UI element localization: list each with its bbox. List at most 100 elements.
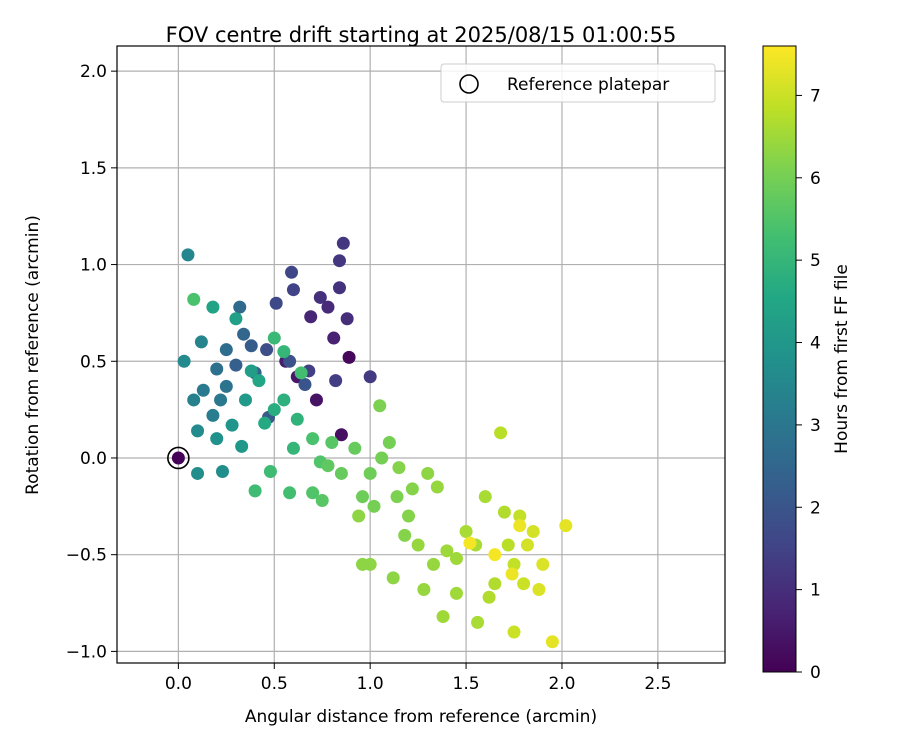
data-point [206,300,220,314]
data-point [219,343,233,357]
data-point [187,393,201,407]
data-point [313,290,327,304]
colorbar-ticks: 0 1 2 3 4 5 6 7 [796,86,821,683]
data-point [258,416,272,430]
data-point [507,625,521,639]
data-point [187,292,201,306]
grid-lines [117,46,725,663]
data-point [177,354,191,368]
data-point [298,377,312,391]
data-point [315,494,329,508]
data-point [507,557,521,571]
data-point [306,432,320,446]
data-point [269,296,283,310]
colorbar-tick-label: 4 [810,334,821,354]
data-point [340,312,354,326]
data-point [237,327,251,341]
data-point [229,358,243,372]
x-tick-label: 0.5 [261,674,288,694]
data-point [219,379,233,393]
y-axis-ticks: −1.0 −0.5 0.0 0.5 1.0 1.5 2.0 [66,62,117,662]
data-point [194,335,208,349]
data-point [421,466,435,480]
data-point [392,461,406,475]
y-axis-label: Rotation from reference (arcmin) [23,215,43,495]
data-point [505,567,519,581]
data-point [321,300,335,314]
data-point [501,538,515,552]
data-point [248,484,262,498]
data-point [286,441,300,455]
y-tick-label: −0.5 [66,546,107,566]
data-point [559,519,573,533]
data-point [327,331,341,345]
data-point [411,538,425,552]
data-point [398,528,412,542]
colorbar-tick-label: 1 [810,581,821,601]
data-point [463,536,477,550]
data-point [488,577,502,591]
data-point [267,403,281,417]
legend-entry-reference-platepar: Reference platepar [507,75,669,95]
data-point [210,432,224,446]
data-point [332,281,346,295]
data-point [285,265,299,279]
data-point [526,524,540,538]
data-point [336,236,350,250]
data-point [239,393,253,407]
colorbar-tick-label: 2 [810,498,821,518]
y-tick-label: 1.0 [80,256,107,276]
colorbar-tick-label: 0 [810,663,821,683]
data-point [214,393,228,407]
data-point [382,436,396,450]
data-point [356,490,370,504]
reference-point [167,446,190,470]
data-point [283,354,297,368]
data-point [545,635,559,649]
data-point [482,590,496,604]
data-point [517,577,531,591]
data-point [375,451,389,465]
data-point [449,552,463,566]
reference-marker [167,446,190,470]
data-point [267,331,281,345]
data-point [332,254,346,268]
data-point [348,441,362,455]
data-point [260,343,274,357]
data-point [494,426,508,440]
data-point [363,466,377,480]
data-point [325,436,339,450]
data-point [191,466,205,480]
y-tick-label: −1.0 [66,642,107,662]
colorbar-label: Hours from first FF file [832,264,852,454]
data-point [386,571,400,585]
data-point [426,557,440,571]
data-point [286,283,300,297]
data-point [513,509,527,523]
legend-reference-marker [459,74,479,94]
data-point [225,418,239,432]
data-point [304,310,318,324]
data-point [367,499,381,513]
data-point [306,486,320,500]
data-point [196,383,210,397]
data-point [471,615,485,629]
data-point [497,505,511,519]
data-point [321,459,335,473]
data-point [488,548,502,562]
data-points [171,236,573,649]
data-point [363,370,377,384]
data-point [356,557,370,571]
data-point [373,399,387,413]
data-point [352,509,366,523]
data-point [405,482,419,496]
plot-frame [116,45,726,664]
data-point [532,583,546,597]
data-point [390,490,404,504]
y-tick-label: 0.0 [80,449,107,469]
data-point [417,583,431,597]
data-point [181,248,195,262]
data-point [294,366,308,380]
colorbar-tick-label: 5 [810,251,821,271]
